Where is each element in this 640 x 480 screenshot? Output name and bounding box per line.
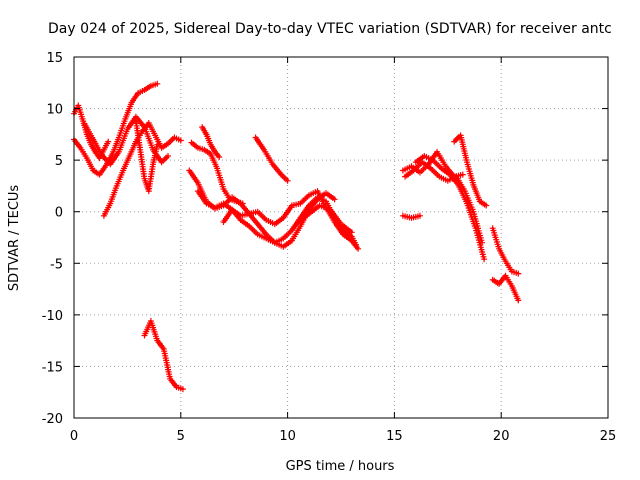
plot-frame <box>73 56 609 419</box>
series-markers-track-14 <box>295 202 355 236</box>
y-tick-label: 0 <box>55 206 63 221</box>
y-tick-label: -20 <box>42 412 63 427</box>
x-tick-label: 10 <box>279 429 296 444</box>
y-tick-label: -5 <box>50 257 63 272</box>
y-axis-label: SDTVAR / TECUs <box>7 185 22 292</box>
x-tick-label: 25 <box>600 429 617 444</box>
series-markers-track-18 <box>451 132 490 209</box>
series-markers-track-20 <box>489 225 522 277</box>
series-markers-track-7 <box>141 318 186 393</box>
series-markers-track-6 <box>132 117 161 195</box>
y-tick-label: 5 <box>55 154 63 169</box>
series-markers-track-19 <box>399 212 423 221</box>
y-tick-label: -15 <box>42 360 63 375</box>
x-tick-label: 20 <box>493 429 510 444</box>
y-tick-label: 15 <box>46 51 63 66</box>
series-markers-track-3 <box>135 80 161 97</box>
tick-layer: 0 5 10 15 20 25 15 10 5 0 -5 -10 -15 -20 <box>42 51 617 444</box>
x-tick-label: 5 <box>177 429 185 444</box>
x-axis-label: GPS time / hours <box>286 459 395 474</box>
series-layer <box>71 80 522 393</box>
series-markers-track-21 <box>489 272 522 304</box>
series-track-7 <box>143 319 184 391</box>
series-markers-track-12 <box>220 188 362 252</box>
series-markers-track-13 <box>252 134 291 184</box>
chart-title: Day 024 of 2025, Sidereal Day-to-day VTE… <box>48 21 612 37</box>
series-markers-track-2 <box>71 90 142 178</box>
series-markers-track-9 <box>199 124 223 160</box>
y-tick-label: -10 <box>42 309 63 324</box>
series-markers-track-8 <box>188 139 246 207</box>
series-markers-track-17 <box>412 153 488 263</box>
y-tick-label: 10 <box>46 103 63 118</box>
grid-layer <box>74 57 608 418</box>
x-tick-label: 0 <box>70 429 78 444</box>
x-tick-label: 15 <box>386 429 403 444</box>
